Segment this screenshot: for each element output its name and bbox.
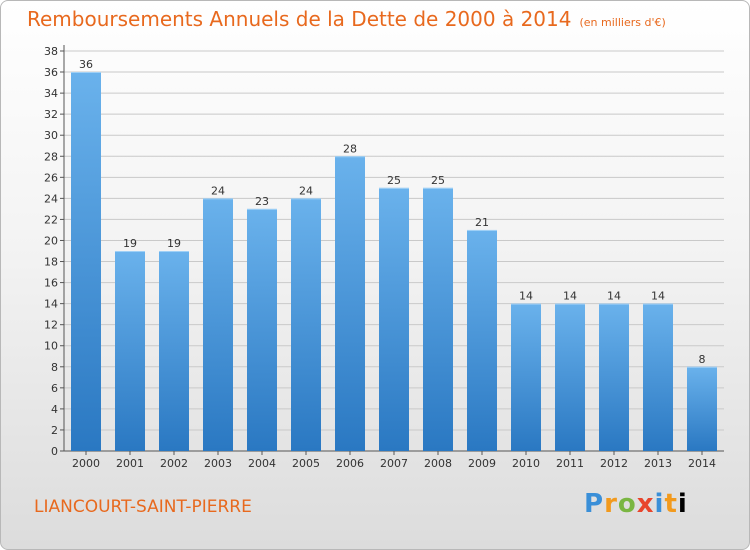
bar-value-label: 36 <box>79 58 93 71</box>
x-tick-label: 2000 <box>72 457 100 470</box>
x-tick-label: 2006 <box>336 457 364 470</box>
bar-value-label: 14 <box>519 290 533 303</box>
bar-value-label: 19 <box>123 237 137 250</box>
bars <box>71 72 717 451</box>
y-tick-label: 10 <box>44 340 58 353</box>
bar <box>335 156 365 451</box>
bar-value-label: 24 <box>211 184 225 197</box>
title-text: Remboursements Annuels de la Dette de 20… <box>27 7 572 31</box>
logo-letter: x <box>636 489 655 519</box>
x-tick-label: 2011 <box>556 457 584 470</box>
x-tick-label: 2003 <box>204 457 232 470</box>
logo-letter: P <box>584 489 605 519</box>
y-tick-label: 30 <box>44 129 58 142</box>
unit-label: (en milliers d'€) <box>579 16 666 29</box>
y-tick-label: 22 <box>44 213 58 226</box>
bar <box>203 198 233 451</box>
bar <box>71 72 101 451</box>
logo-letter: t <box>664 489 678 519</box>
x-tick-label: 2005 <box>292 457 320 470</box>
bar-value-label: 28 <box>343 142 357 155</box>
bar <box>555 303 585 451</box>
bar-value-label: 25 <box>431 174 445 187</box>
y-tick-label: 18 <box>44 256 58 269</box>
x-tick-label: 2010 <box>512 457 540 470</box>
bar-value-label: 23 <box>255 195 269 208</box>
y-tick-label: 2 <box>51 424 58 437</box>
y-tick-label: 26 <box>44 171 58 184</box>
y-tick-label: 24 <box>44 192 58 205</box>
bar <box>423 187 453 451</box>
bar <box>599 303 629 451</box>
bar <box>291 198 321 451</box>
bar <box>247 208 277 451</box>
y-tick-label: 38 <box>44 45 58 58</box>
y-tick-label: 0 <box>51 445 58 458</box>
x-tick-label: 2013 <box>644 457 672 470</box>
y-tick-label: 4 <box>51 403 58 416</box>
logo-letter: o <box>617 489 637 519</box>
bar-value-label: 19 <box>167 237 181 250</box>
chart-title: Remboursements Annuels de la Dette de 20… <box>27 7 666 31</box>
y-tick-label: 32 <box>44 108 58 121</box>
x-tick-label: 2008 <box>424 457 452 470</box>
labels: 0246810121416182022242628303234363836200… <box>44 45 716 470</box>
bar <box>687 366 717 451</box>
x-tick-label: 2002 <box>160 457 188 470</box>
y-tick-label: 14 <box>44 298 58 311</box>
y-tick-label: 6 <box>51 382 58 395</box>
y-tick-label: 36 <box>44 66 58 79</box>
proxiti-logo: Proxiti <box>584 489 688 519</box>
y-tick-label: 8 <box>51 361 58 374</box>
bar-value-label: 14 <box>607 290 621 303</box>
commune-name: LIANCOURT-SAINT-PIERRE <box>34 497 252 517</box>
bar-value-label: 14 <box>563 290 577 303</box>
x-tick-label: 2014 <box>688 457 716 470</box>
bar-value-label: 14 <box>651 290 665 303</box>
logo-letter: i <box>677 489 688 519</box>
bar-value-label: 25 <box>387 174 401 187</box>
x-tick-label: 2004 <box>248 457 276 470</box>
y-tick-label: 12 <box>44 319 58 332</box>
x-tick-label: 2007 <box>380 457 408 470</box>
bar <box>643 303 673 451</box>
y-tick-label: 16 <box>44 277 58 290</box>
x-tick-label: 2012 <box>600 457 628 470</box>
bar-value-label: 8 <box>699 353 706 366</box>
bar <box>467 229 497 451</box>
bar <box>379 187 409 451</box>
bar <box>159 251 189 451</box>
logo-letter: i <box>654 489 665 519</box>
bar-value-label: 21 <box>475 216 489 229</box>
bar-value-label: 24 <box>299 184 313 197</box>
y-tick-label: 28 <box>44 150 58 163</box>
x-tick-label: 2001 <box>116 457 144 470</box>
y-tick-label: 20 <box>44 234 58 247</box>
logo-letter: r <box>604 489 618 519</box>
bar <box>115 251 145 451</box>
y-tick-label: 34 <box>44 87 58 100</box>
bar <box>511 303 541 451</box>
x-tick-label: 2009 <box>468 457 496 470</box>
bar-chart: 0246810121416182022242628303234363836200… <box>44 45 724 470</box>
